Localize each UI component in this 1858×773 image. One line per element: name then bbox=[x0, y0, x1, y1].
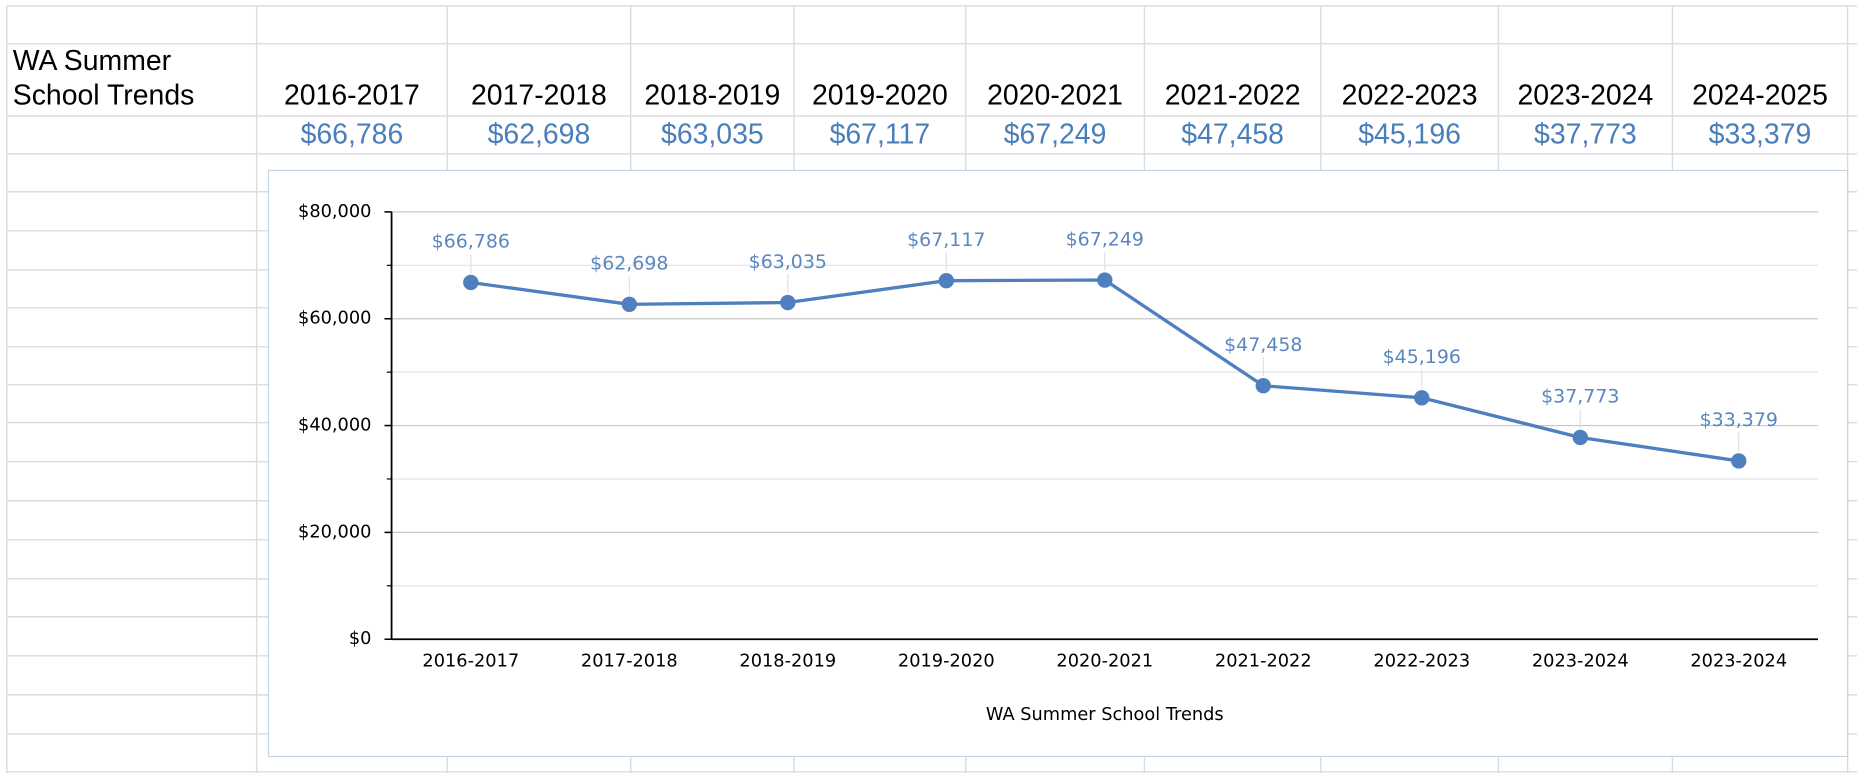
data-label: $67,117 bbox=[907, 229, 985, 251]
data-point bbox=[621, 296, 638, 313]
sheet-title: WA Summer bbox=[13, 45, 171, 77]
header-cell: 2016-2017 bbox=[284, 80, 420, 112]
data-point bbox=[463, 274, 479, 291]
data-point bbox=[780, 294, 796, 311]
x-tick-label: 2022-2023 bbox=[1373, 652, 1470, 672]
value-cell: $62,698 bbox=[488, 119, 591, 151]
x-tick-label: 2023-2024 bbox=[1532, 652, 1629, 672]
y-tick-label: $0 bbox=[349, 629, 372, 649]
data-label: $63,035 bbox=[749, 251, 827, 273]
chart-frame[interactable] bbox=[267, 169, 1849, 758]
header-cell: 2024-2025 bbox=[1692, 80, 1828, 112]
data-point bbox=[938, 273, 954, 289]
x-axis-title: WA Summer School Trends bbox=[986, 705, 1224, 725]
data-label: $33,379 bbox=[1700, 409, 1778, 431]
value-cell: $66,786 bbox=[301, 119, 404, 151]
y-tick-label: $80,000 bbox=[298, 202, 371, 222]
header-cell: 2018-2019 bbox=[644, 80, 780, 112]
data-label: $47,458 bbox=[1224, 334, 1302, 356]
value-cell: $67,117 bbox=[830, 119, 931, 151]
data-point bbox=[1255, 378, 1271, 394]
data-label: $66,786 bbox=[432, 231, 510, 253]
value-cell: $33,379 bbox=[1709, 119, 1812, 151]
x-tick-label: 2017-2018 bbox=[581, 652, 678, 672]
data-point bbox=[1731, 453, 1747, 469]
header-cell: 2017-2018 bbox=[471, 80, 607, 112]
header-cell: 2021-2022 bbox=[1165, 80, 1301, 112]
sheet-title: School Trends bbox=[13, 80, 195, 112]
x-tick-label: 2018-2019 bbox=[739, 652, 836, 672]
value-cell: $37,773 bbox=[1534, 119, 1637, 151]
y-tick-label: $40,000 bbox=[298, 416, 371, 436]
y-tick-label: $60,000 bbox=[298, 309, 371, 329]
x-tick-label: 2016-2017 bbox=[422, 652, 519, 672]
chart: $0 $20,000 $40,000 $60,000 $80,000 WA Summer … bbox=[298, 202, 1819, 725]
value-cell: $45,196 bbox=[1358, 119, 1461, 151]
data-point bbox=[1572, 429, 1588, 446]
x-tick-label: 2021-2022 bbox=[1215, 652, 1312, 672]
y-tick-label: $20,000 bbox=[298, 522, 371, 542]
header-cell: 2023-2024 bbox=[1517, 80, 1653, 112]
value-cell: $47,458 bbox=[1181, 119, 1284, 151]
data-point bbox=[1414, 390, 1430, 406]
header-cell: 2020-2021 bbox=[987, 80, 1123, 112]
header-cell: 2022-2023 bbox=[1342, 80, 1478, 112]
value-cell: $67,249 bbox=[1004, 119, 1107, 151]
value-cell: $63,035 bbox=[661, 119, 764, 151]
header-cell: 2019-2020 bbox=[812, 80, 948, 112]
data-label: $62,698 bbox=[590, 253, 668, 275]
x-tick-label: 2020-2021 bbox=[1056, 652, 1153, 672]
x-tick-label: 2023-2024 bbox=[1690, 652, 1787, 672]
data-label: $67,249 bbox=[1066, 228, 1144, 250]
data-label: $45,196 bbox=[1383, 346, 1461, 368]
x-tick-label: 2019-2020 bbox=[898, 652, 995, 672]
data-point bbox=[1097, 272, 1113, 288]
data-label: $37,773 bbox=[1541, 386, 1619, 408]
